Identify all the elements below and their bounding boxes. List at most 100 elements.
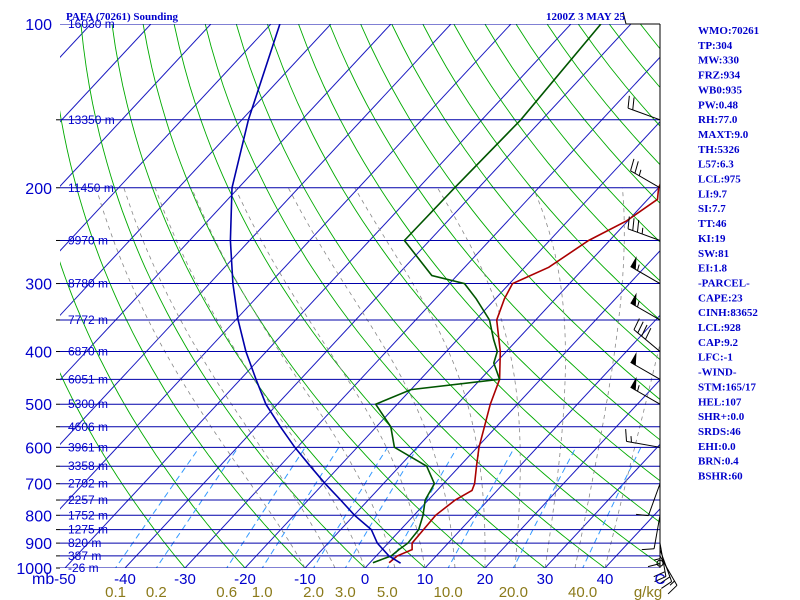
wind-barb — [630, 256, 661, 284]
barb-full — [636, 513, 649, 517]
isotherm-line — [60, 24, 392, 381]
pressure-tick-label: 500 — [25, 397, 52, 414]
index-line: SHR+:0.0 — [698, 411, 745, 423]
barb-half — [641, 227, 644, 235]
index-line: WMO:70261 — [698, 25, 759, 37]
indices-panel: WMO:70261 TP:304 MW:330 FRZ:934 WB0:935 PW:0.… — [698, 25, 759, 483]
isotherm-line — [484, 379, 660, 568]
dry-adiabat-line — [773, 0, 800, 580]
dry-adiabat-line — [742, 0, 800, 580]
index-line: TT:46 — [698, 218, 727, 230]
barb-half — [638, 169, 642, 176]
mixing-ratio-label: 10.0 — [434, 584, 463, 600]
barb-full — [641, 548, 655, 551]
temperature-tick-label: 20 — [477, 571, 494, 588]
barb-full — [647, 563, 661, 568]
pressure-tick-label: 700 — [25, 477, 52, 494]
barb-shaft — [627, 107, 661, 121]
height-label: 2792 m — [68, 477, 108, 491]
mixing-ratio-line — [344, 447, 419, 568]
isotherm-line — [60, 24, 452, 446]
index-line: BSHR:60 — [698, 471, 743, 483]
wind-barb — [641, 515, 661, 551]
index-line: CAP:9.2 — [698, 337, 739, 349]
index-line: RH:77.0 — [698, 114, 738, 126]
mixing-ratio-label: 20.0 — [499, 584, 528, 600]
height-label: 387 m — [68, 549, 101, 563]
mixing-ratio-label: 3.0 — [335, 584, 356, 600]
temperature-tick-label: -40 — [114, 571, 136, 588]
wind-barb — [630, 351, 661, 380]
height-label: 5300 m — [68, 397, 108, 411]
mixing-ratio-label: 0.2 — [146, 584, 167, 600]
wind-barb — [653, 543, 667, 583]
chart-title: PAFA (70261) Sounding — [66, 11, 179, 23]
height-label: 9970 m — [68, 233, 108, 247]
temperature-tick-label: 30 — [537, 571, 554, 588]
index-line: CAPE:23 — [698, 292, 743, 304]
temperature-tick-label: -30 — [174, 571, 196, 588]
barb-half — [669, 580, 675, 586]
barb-full — [630, 158, 635, 171]
wind-barb — [625, 429, 661, 448]
pressure-tick-label: 600 — [25, 440, 52, 457]
index-line: SI:7.7 — [698, 203, 726, 215]
temperature-tick-label: -10 — [294, 571, 316, 588]
temperature-tick-label: 40 — [597, 571, 614, 588]
wind-barb — [627, 95, 661, 121]
barb-full — [634, 161, 639, 174]
pressure-tick-label: 100 — [25, 17, 52, 34]
temperature-tick-label: 10 — [417, 571, 434, 588]
barb-shaft — [659, 543, 667, 577]
wind-barb — [633, 318, 661, 352]
barb-shaft — [630, 386, 661, 405]
index-line: -PARCEL- — [698, 277, 750, 289]
pressure-tick-label: 900 — [25, 536, 52, 553]
isotherm-line — [124, 24, 632, 568]
grid-lines — [60, 0, 800, 580]
wind-barb — [630, 158, 661, 189]
height-label: -26 m — [68, 561, 99, 575]
barb-full — [627, 95, 630, 109]
barb-full — [661, 581, 672, 589]
barb-shaft — [630, 302, 661, 321]
height-label: 6051 m — [68, 372, 108, 386]
barb-full — [632, 218, 635, 231]
index-line: EHI:0.0 — [698, 441, 736, 453]
isotherm-line — [544, 443, 660, 568]
moist-adiabat-line — [604, 342, 660, 568]
mixing-ratio-line — [226, 447, 306, 568]
index-line: STM:165/17 — [698, 381, 757, 393]
isotherm-line — [424, 314, 660, 568]
height-label: 13350 m — [68, 113, 115, 127]
mixing-ratio-unit-label: g/kg — [634, 584, 662, 600]
sounding-traces — [229, 24, 660, 564]
isotherm-line — [60, 24, 272, 252]
height-label: 11450 m — [68, 181, 114, 195]
index-line: LCL:928 — [698, 322, 741, 334]
temperature-unit-label: C — [655, 571, 666, 588]
index-line: FRZ:934 — [698, 70, 741, 82]
barb-full — [644, 327, 652, 340]
index-line: TP:304 — [698, 40, 733, 52]
barb-full — [633, 318, 640, 330]
index-line: CINH:83652 — [698, 307, 758, 319]
wind-barb — [622, 11, 660, 25]
index-line: LFC:-1 — [698, 352, 733, 364]
mixing-ratio-label: 0.1 — [105, 584, 126, 600]
index-line: MW:330 — [698, 55, 739, 67]
height-label: 1752 m — [68, 508, 108, 522]
index-line: HEL:107 — [698, 396, 742, 408]
index-line: L57:6.3 — [698, 159, 734, 171]
chart-time: 1200Z 3 MAY 25 — [546, 11, 625, 23]
mixing-ratio-line — [582, 447, 642, 568]
parcel-line — [229, 24, 402, 564]
index-line: EI:1.8 — [698, 263, 728, 275]
barb-full — [667, 584, 678, 595]
index-line: WB0:935 — [698, 84, 743, 96]
pressure-tick-label: 400 — [25, 345, 52, 362]
isotherm-line — [184, 56, 660, 568]
barb-flag — [630, 292, 637, 306]
